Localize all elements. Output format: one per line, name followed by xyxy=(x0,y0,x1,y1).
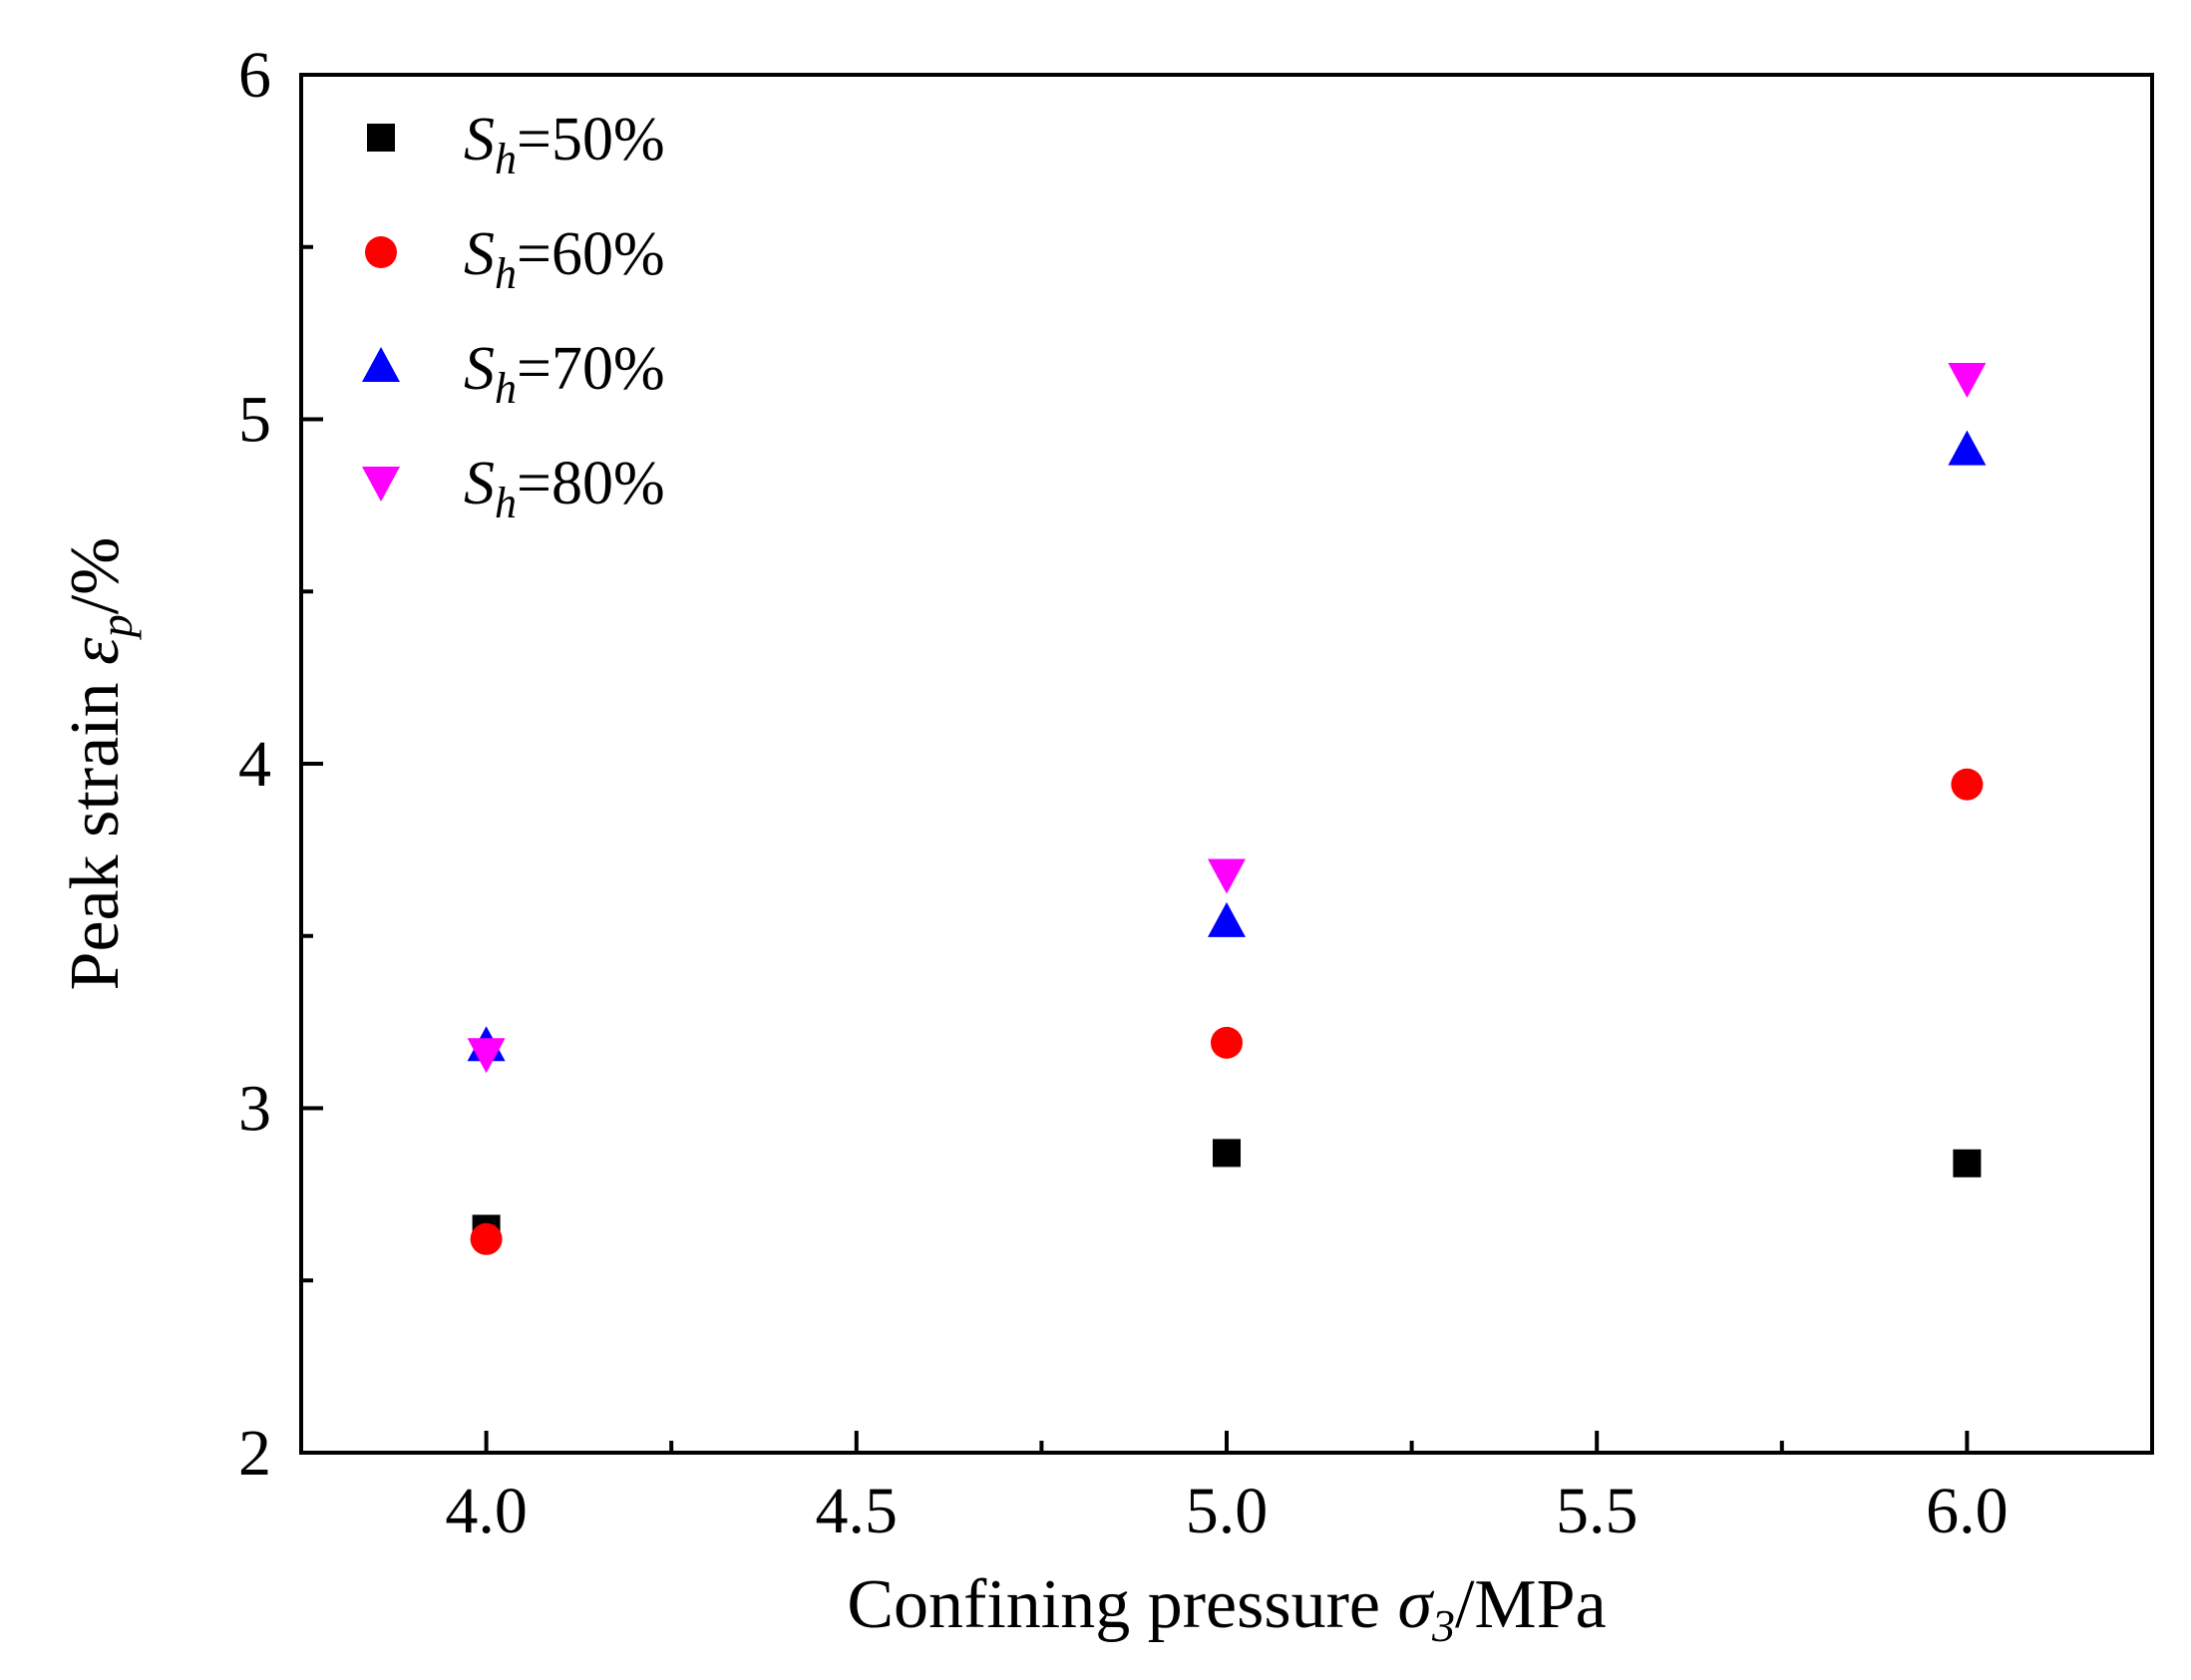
legend-label-rest: =70% xyxy=(517,335,665,403)
y-tick-label: 3 xyxy=(238,1073,271,1146)
data-point xyxy=(1948,363,1987,399)
x-tick-label: 4.5 xyxy=(816,1475,899,1547)
y-tick-label: 6 xyxy=(238,39,271,112)
x-axis-title-unit: /MPa xyxy=(1455,1566,1607,1643)
x-axis-title-symbol: σ xyxy=(1397,1566,1434,1643)
data-point xyxy=(1211,1026,1243,1059)
legend: Sh=50%Sh=60%Sh=70%Sh=80% xyxy=(362,106,665,527)
y-axis-title: Peak strain εp/% xyxy=(57,537,142,991)
legend-label: Sh=50% xyxy=(464,106,665,183)
data-point xyxy=(1213,1139,1241,1168)
x-tick-label: 6.0 xyxy=(1926,1475,2008,1547)
x-tick-label: 5.5 xyxy=(1556,1475,1639,1547)
legend-label-rest: =60% xyxy=(517,220,665,288)
x-axis-title-subscript: 3 xyxy=(1431,1600,1455,1651)
legend-label-symbol: S xyxy=(464,220,495,288)
plot-frame xyxy=(299,73,2154,1455)
points-layer xyxy=(467,363,1987,1255)
data-point xyxy=(1953,1149,1982,1177)
legend-label-rest: =80% xyxy=(517,450,665,517)
legend-item: Sh=80% xyxy=(362,450,665,527)
y-axis-title-unit: /% xyxy=(57,537,134,615)
legend-marker xyxy=(367,124,395,152)
data-point xyxy=(467,1038,506,1074)
series-2 xyxy=(467,430,1987,1062)
legend-label-sub: h xyxy=(495,479,517,527)
y-tick-label: 5 xyxy=(238,384,271,457)
legend-label-rest: =50% xyxy=(517,106,665,173)
series-3 xyxy=(467,363,1987,1074)
x-tick-label: 4.0 xyxy=(445,1475,528,1547)
data-point xyxy=(470,1222,503,1255)
data-point xyxy=(1951,768,1984,801)
legend-label: Sh=60% xyxy=(464,220,665,298)
legend-marker xyxy=(365,236,397,268)
legend-marker xyxy=(362,467,400,502)
data-point xyxy=(1948,430,1987,466)
series-0 xyxy=(472,1139,1982,1243)
legend-label-symbol: S xyxy=(464,335,495,403)
legend-item: Sh=70% xyxy=(362,335,665,413)
data-point xyxy=(1208,901,1246,937)
y-axis-title-subscript: p xyxy=(91,614,142,640)
legend-label-sub: h xyxy=(495,249,517,298)
y-axis-title-symbol: ε xyxy=(57,637,134,665)
x-axis-title-main: Confining pressure xyxy=(847,1566,1397,1643)
y-tick-label: 4 xyxy=(238,728,271,801)
legend-label: Sh=80% xyxy=(464,450,665,527)
legend-item: Sh=60% xyxy=(365,220,665,298)
y-tick-label: 2 xyxy=(238,1417,271,1490)
x-axis-title: Confining pressure σ3/MPa xyxy=(847,1566,1606,1651)
y-axis-title-main: Peak strain xyxy=(57,665,134,991)
legend-label: Sh=70% xyxy=(464,335,665,413)
x-tick-label: 5.0 xyxy=(1186,1475,1269,1547)
legend-label-symbol: S xyxy=(464,450,495,517)
data-point xyxy=(1208,858,1246,894)
legend-marker xyxy=(362,347,400,382)
legend-item: Sh=50% xyxy=(367,106,665,183)
legend-label-sub: h xyxy=(495,135,517,183)
legend-label-symbol: S xyxy=(464,106,495,173)
labels-layer: 4.0 4.5 5.0 5.5 6.0 2 3 4 5 6 xyxy=(238,39,2008,1547)
legend-label-sub: h xyxy=(495,364,517,413)
series-1 xyxy=(470,768,1984,1255)
